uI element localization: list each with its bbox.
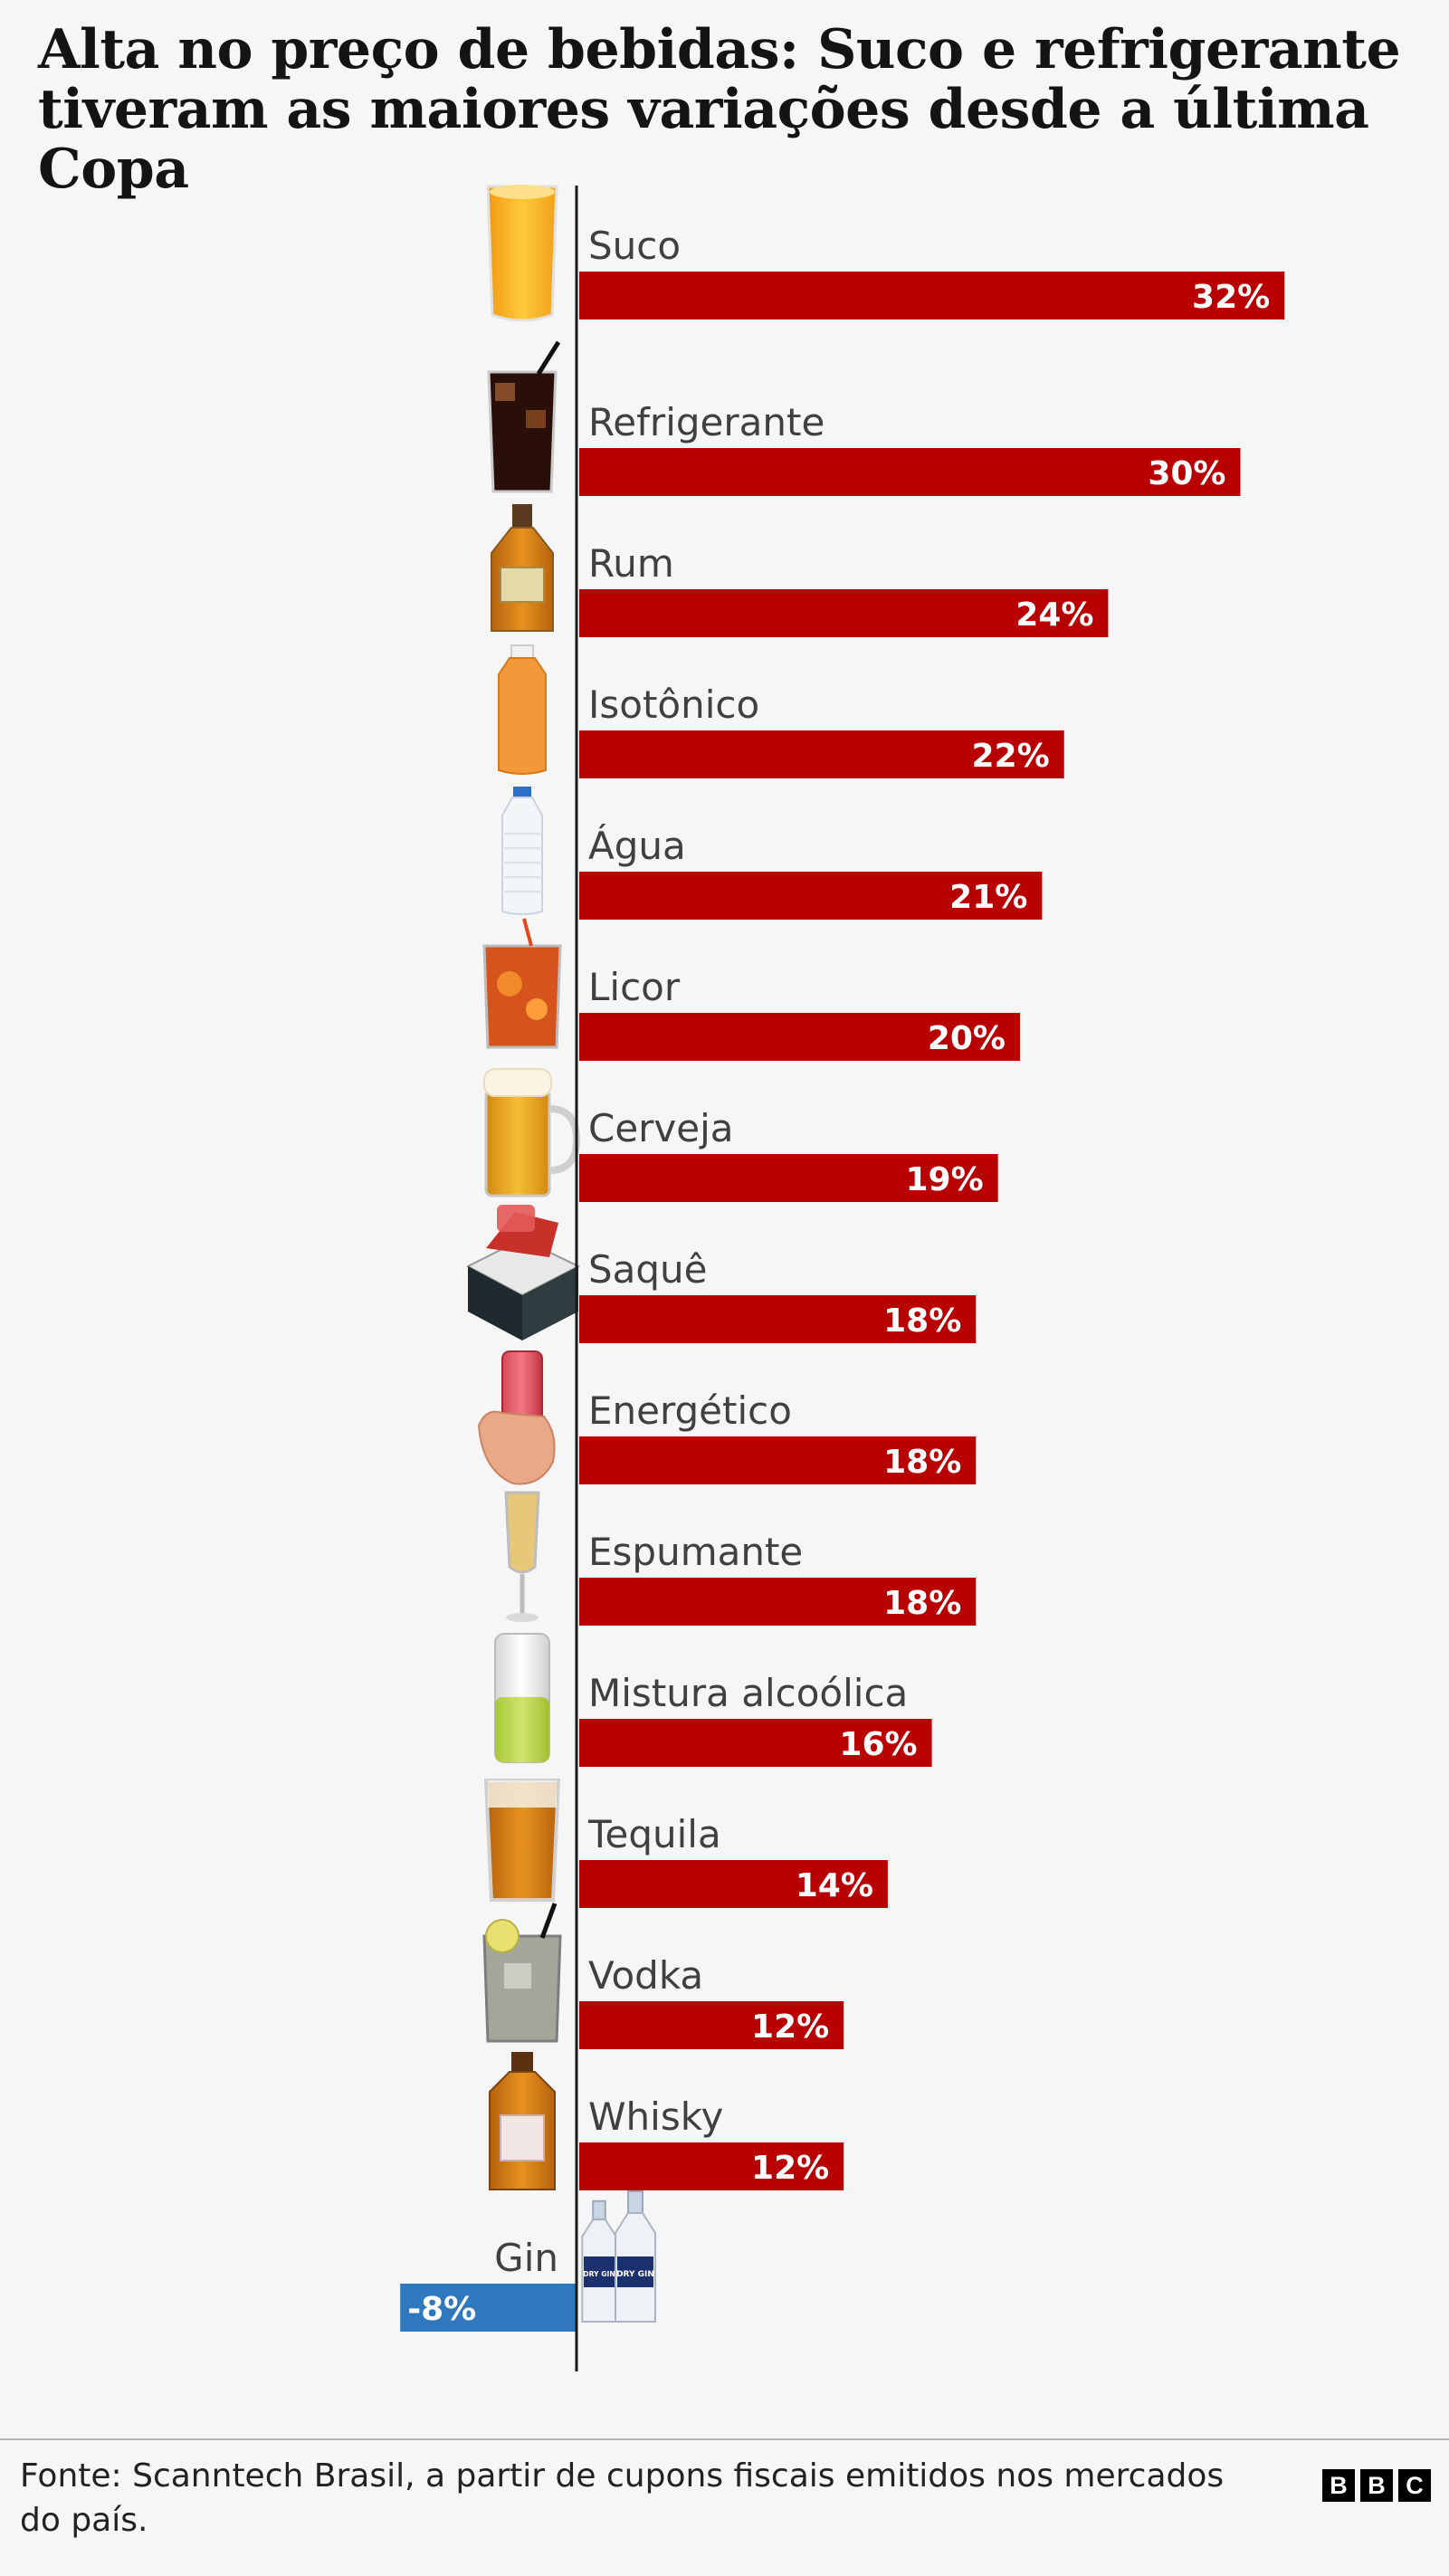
rum-bottle-icon: [491, 504, 554, 632]
bar: [579, 272, 1285, 320]
icons-layer: DRY GIN DRY GIN: [465, 185, 656, 2323]
category-label: Energético: [588, 1388, 792, 1433]
bar-value-label: 14%: [796, 1867, 873, 1904]
bbc-logo-letter: B: [1322, 2469, 1355, 2502]
category-label: Espumante: [588, 1530, 803, 1574]
bbc-logo-letter: B: [1360, 2469, 1393, 2502]
bbc-logo: B B C: [1322, 2469, 1431, 2502]
bar: [579, 1295, 977, 1343]
isotonic-bottle-icon: [498, 644, 547, 775]
bar-value-label: 18%: [883, 1302, 961, 1340]
bar-value-label: 21%: [949, 879, 1027, 916]
bar-value-label: 12%: [751, 2008, 829, 2046]
category-label: Saquê: [588, 1247, 708, 1292]
soda-glass-icon: [487, 340, 561, 493]
liqueur-glass-icon: [482, 918, 562, 1049]
bar: [579, 1436, 977, 1484]
bar-value-label: -8%: [407, 2291, 476, 2328]
bar: [579, 872, 1043, 920]
category-label: Refrigerante: [588, 400, 825, 444]
category-label: Mistura alcoólica: [588, 1671, 908, 1715]
bar-chart: DRY GIN DRY GIN 32% Suco 30% Refrigerante 24%…: [400, 185, 1285, 2371]
bar: [579, 2142, 844, 2190]
bar-value-label: 19%: [905, 1161, 983, 1198]
bar-value-label: 32%: [1192, 279, 1270, 316]
category-label: Isotônico: [588, 682, 759, 727]
source-note: Fonte: Scanntech Brasil, a partir de cup…: [20, 2457, 1225, 2539]
category-label: Suco: [588, 224, 681, 268]
bar: [579, 1154, 998, 1202]
bar-value-label: 30%: [1148, 455, 1225, 492]
whisky-bottle-icon: [489, 2052, 556, 2190]
category-label: Licor: [588, 965, 681, 1009]
category-label: Whisky: [588, 2094, 723, 2139]
category-label: Cerveja: [588, 1106, 734, 1150]
category-label: Vodka: [588, 1953, 703, 1998]
bar: [400, 2284, 577, 2332]
sake-box-icon: [465, 1205, 581, 1340]
gin-label-text: DRY GIN: [616, 2270, 654, 2279]
water-bottle-icon: [501, 787, 543, 915]
tequila-shot-icon: [483, 1779, 561, 1902]
bar: [579, 448, 1241, 496]
bar-value-label: 22%: [972, 738, 1050, 775]
alcoholic-mix-can-icon: [494, 1633, 550, 1763]
bar-value-label: 24%: [1015, 596, 1093, 634]
bar-value-label: 18%: [883, 1585, 961, 1622]
bar-value-label: 16%: [839, 1726, 917, 1763]
bar: [579, 1013, 1020, 1061]
gin-bottles-icon: DRY GIN DRY GIN: [581, 2190, 656, 2323]
bar: [579, 1578, 977, 1626]
category-label: Tequila: [587, 1812, 721, 1856]
bar: [579, 730, 1064, 778]
bar: [579, 2001, 844, 2049]
category-label: Água: [588, 823, 686, 868]
energy-drink-can-icon: [477, 1350, 556, 1485]
juice-glass-icon: [486, 185, 558, 322]
footer-divider: [0, 2438, 1449, 2440]
bar: [579, 1860, 888, 1908]
chart-title: Alta no preço de bebidas: Suco e refrige…: [38, 18, 1401, 201]
bar: [579, 1719, 932, 1767]
beer-mug-icon: [483, 1068, 581, 1197]
bar-value-label: 12%: [751, 2150, 829, 2187]
bbc-logo-letter: C: [1398, 2469, 1431, 2502]
gin-label-text: DRY GIN: [583, 2270, 615, 2278]
bar: [579, 589, 1109, 637]
category-label: Rum: [588, 541, 674, 586]
bar-value-label: 20%: [928, 1020, 1006, 1057]
sparkling-wine-flute-icon: [504, 1491, 540, 1622]
category-label: Gin: [494, 2236, 558, 2280]
bar-value-label: 18%: [883, 1444, 961, 1481]
bars-layer: 32% Suco 30% Refrigerante 24% Rum 22% Isotônico…: [400, 224, 1285, 2332]
vodka-glass-icon: [482, 1903, 562, 2043]
